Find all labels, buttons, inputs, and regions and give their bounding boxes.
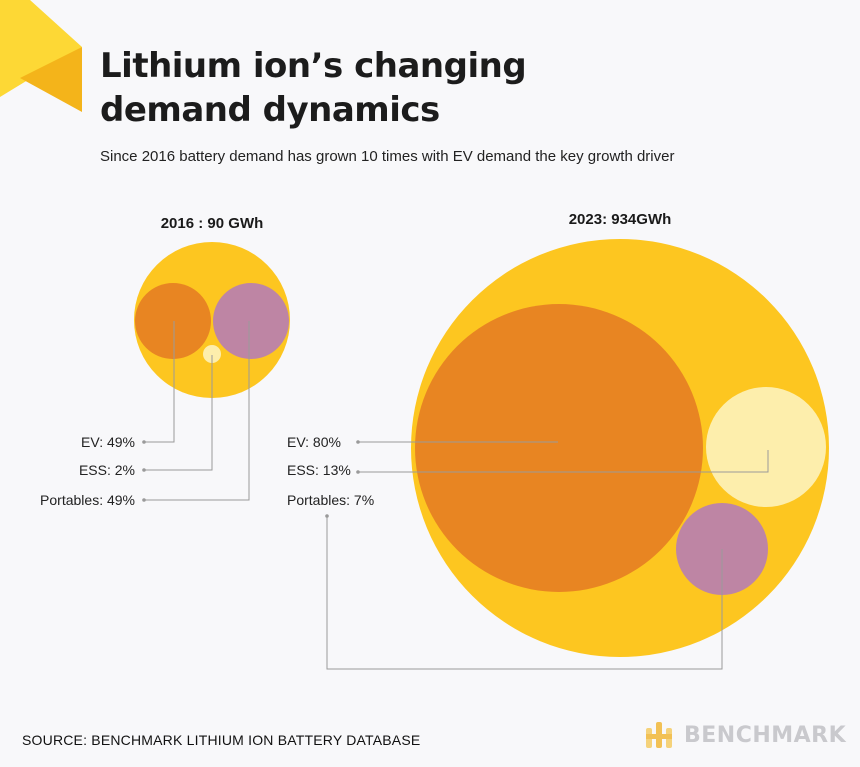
page-title-line-1: Lithium ion’s changing xyxy=(100,46,527,86)
chart-2023-portables-leader xyxy=(326,516,723,670)
chart-2023-ess-leader xyxy=(358,450,769,473)
chart-2016-ess-label: ESS: 2% xyxy=(79,462,135,478)
chart-2023-ess-leader-dot xyxy=(356,470,360,474)
brand-mark-icon xyxy=(646,722,672,748)
chart-2023-portables-label: Portables: 7% xyxy=(287,492,374,508)
chart-2016-ev-leader xyxy=(144,321,175,443)
chart-2023-portables-leader-dot xyxy=(325,514,329,518)
corner-accent-light xyxy=(0,0,82,97)
corner-accent-icon xyxy=(0,0,82,112)
chart-2016-ev-bubble xyxy=(135,283,211,359)
page-title: Lithium ion’s changing demand dynamics xyxy=(100,44,700,132)
chart-2023: 2023: 934GWh EV: 80% ESS: 13% Portables:… xyxy=(287,211,829,670)
source-note: SOURCE: BENCHMARK LITHIUM ION BATTERY DA… xyxy=(22,732,421,748)
chart-2023-ev-label: EV: 80% xyxy=(287,434,341,450)
chart-2023-ess-bubble xyxy=(706,387,826,507)
brand-name: BENCHMARK xyxy=(684,722,847,748)
chart-2016-portables-leader xyxy=(144,321,250,501)
chart-2016-ess-leader xyxy=(144,355,213,471)
chart-2016: 2016 : 90 GWh EV: 49% ESS: 2% Portables:… xyxy=(40,215,290,508)
chart-2016-portables-label: Portables: 49% xyxy=(40,492,135,508)
page-subtitle: Since 2016 battery demand has grown 10 t… xyxy=(100,148,675,165)
brand-logo: BENCHMARK xyxy=(644,718,846,752)
chart-2016-ev-leader-dot xyxy=(142,440,146,444)
chart-2016-title: 2016 : 90 GWh xyxy=(161,215,264,232)
chart-2023-ev-bubble xyxy=(415,304,703,592)
chart-2016-ess-leader-dot xyxy=(142,468,146,472)
chart-2016-ess-bubble xyxy=(203,345,221,363)
chart-2023-title: 2023: 934GWh xyxy=(569,211,672,228)
chart-2016-portables-leader-dot xyxy=(142,498,146,502)
chart-2016-portables-bubble xyxy=(213,283,289,359)
chart-2023-ev-leader-dot xyxy=(356,440,360,444)
corner-accent-dark xyxy=(20,47,82,112)
page-title-line-2: demand dynamics xyxy=(100,90,440,130)
chart-2016-ev-label: EV: 49% xyxy=(81,434,135,450)
chart-2023-ess-label: ESS: 13% xyxy=(287,462,351,478)
